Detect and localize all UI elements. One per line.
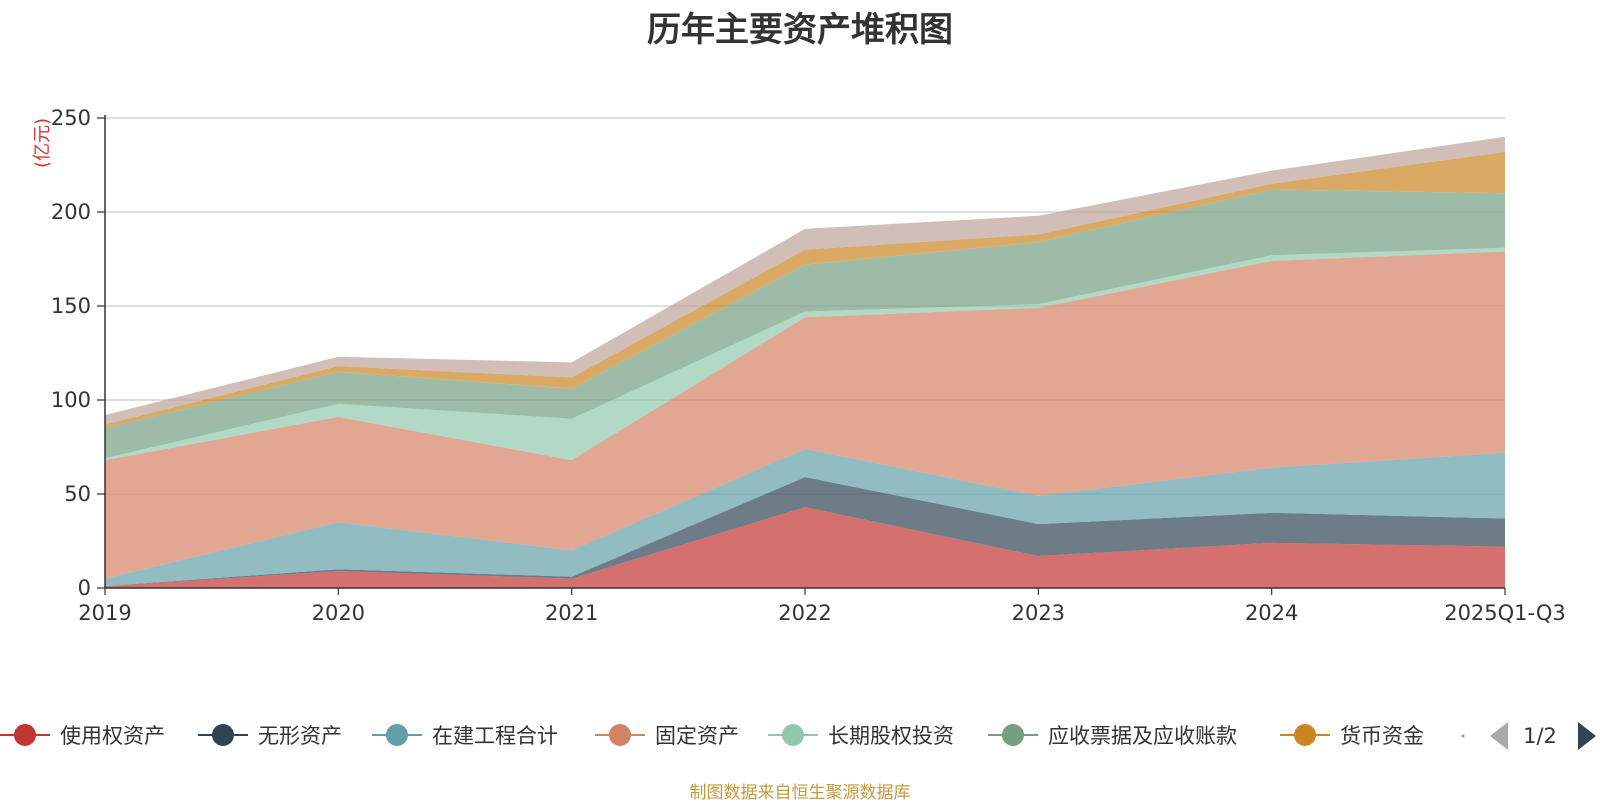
y-tick-label: 250 <box>51 106 91 130</box>
y-tick-label: 0 <box>78 576 91 600</box>
x-tick-label: 2020 <box>312 601 365 625</box>
legend-item[interactable]: 无形资产 <box>198 724 342 748</box>
area-series-6 <box>105 151 1505 429</box>
y-axis-unit: (亿元) <box>32 118 53 168</box>
legend-label: 货币资金 <box>1340 724 1424 748</box>
legend-item[interactable]: 应收票据及应收账款 <box>988 724 1237 748</box>
legend-marker <box>1002 724 1024 746</box>
chart-title: 历年主要资产堆积图 <box>647 10 953 50</box>
area-series-7 <box>105 136 1505 425</box>
legend-item[interactable]: 使用权资产 <box>0 724 165 748</box>
legend-item[interactable]: 长期股权投资 <box>768 724 954 748</box>
area-series <box>105 136 1505 588</box>
legend-marker <box>609 724 631 746</box>
legend-label: 长期股权投资 <box>828 724 954 748</box>
legend-label: 在建工程合计 <box>432 724 558 748</box>
legend-item[interactable]: 在建工程合计 <box>372 724 558 748</box>
legend: 使用权资产 无形资产 在建工程合计 固定资产 长期股权投资 应收票据及应收账款 货币资金 1/… <box>0 722 1596 750</box>
legend-label: 使用权资产 <box>60 724 165 748</box>
arrow-right-icon[interactable] <box>1578 722 1596 750</box>
legend-item[interactable]: 固定资产 <box>595 724 739 748</box>
legend-label: 固定资产 <box>655 724 739 748</box>
legend-page-indicator: 1/2 <box>1523 724 1557 748</box>
legend-label: 无形资产 <box>258 724 342 748</box>
legend-marker <box>14 724 36 746</box>
y-tick-label: 150 <box>51 294 91 318</box>
legend-label: 应收票据及应收账款 <box>1048 724 1237 748</box>
x-tick-label: 2025Q1-Q3 <box>1444 601 1566 625</box>
area-series-1 <box>105 477 1505 587</box>
x-tick-label: 2022 <box>778 601 831 625</box>
x-tick-label: 2019 <box>78 601 131 625</box>
arrow-left-icon[interactable] <box>1490 722 1508 750</box>
legend-marker <box>386 724 408 746</box>
x-tick-label: 2024 <box>1245 601 1298 625</box>
x-tick-label: 2021 <box>545 601 598 625</box>
legend-item[interactable]: 货币资金 <box>1280 724 1424 748</box>
legend-marker <box>212 724 234 746</box>
legend-marker <box>1294 724 1316 746</box>
x-tick-label: 2023 <box>1012 601 1065 625</box>
area-series-5 <box>105 189 1505 459</box>
axes: 0 50 100 150 200 250 2019 2020 2021 2022 2023 2024 2… <box>32 106 1566 625</box>
legend-separator <box>1461 734 1465 738</box>
y-tick-label: 200 <box>51 200 91 224</box>
legend-marker <box>782 724 804 746</box>
area-series-2 <box>105 448 1505 587</box>
area-series-0 <box>105 507 1505 588</box>
y-tick-label: 100 <box>51 388 91 412</box>
area-series-3 <box>105 251 1505 579</box>
source-note: 制图数据来自恒生聚源数据库 <box>689 783 911 803</box>
y-tick-label: 50 <box>64 482 91 506</box>
